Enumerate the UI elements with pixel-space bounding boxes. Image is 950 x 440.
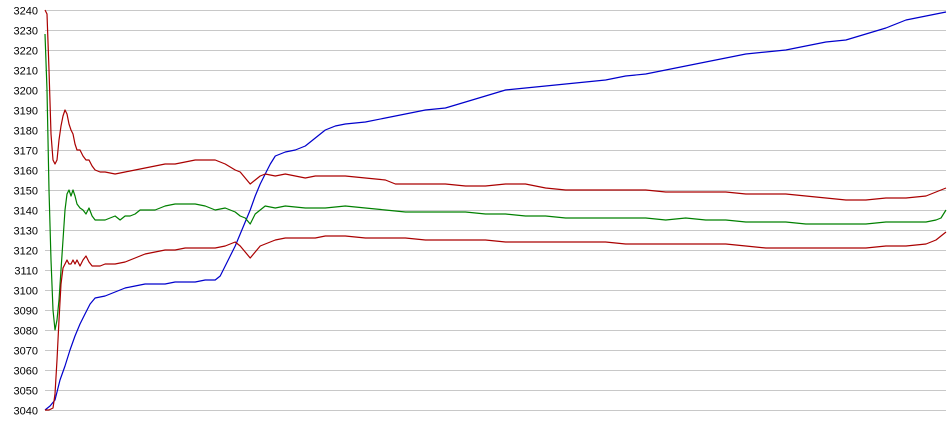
- y-tick-label: 3140: [14, 206, 38, 218]
- y-tick-label: 3040: [14, 406, 38, 418]
- y-tick-label: 3210: [14, 66, 38, 78]
- series-line-2: [44, 33, 947, 331]
- y-tick-label: 3080: [14, 326, 38, 338]
- y-tick-label: 3060: [14, 366, 38, 378]
- y-tick-label: 3200: [14, 86, 38, 98]
- series-line-4: [45, 231, 947, 411]
- y-axis: 3040 3050 3060 3070 3080 3090 3100 3110 3120 3130…: [14, 6, 38, 418]
- y-tick-label: 3070: [14, 346, 38, 358]
- y-tick-label: 3120: [14, 246, 38, 258]
- y-tick-label: 3130: [14, 226, 38, 238]
- y-tick-label: 3230: [14, 26, 38, 38]
- y-tick-label: 3100: [14, 286, 38, 298]
- grid-layer: [45, 10, 946, 411]
- y-tick-label: 3160: [14, 166, 38, 178]
- y-tick-label: 3240: [14, 6, 38, 18]
- y-tick-label: 3190: [14, 106, 38, 118]
- y-tick-label: 3050: [14, 386, 38, 398]
- y-tick-label: 3170: [14, 146, 38, 158]
- series-line-3: [44, 9, 947, 201]
- series-layer: [44, 9, 947, 411]
- y-tick-label: 3220: [14, 46, 38, 58]
- y-tick-label: 3110: [14, 266, 38, 278]
- y-tick-label: 3150: [14, 186, 38, 198]
- series-line-1: [44, 11, 947, 411]
- y-tick-label: 3180: [14, 126, 38, 138]
- y-tick-label: 3090: [14, 306, 38, 318]
